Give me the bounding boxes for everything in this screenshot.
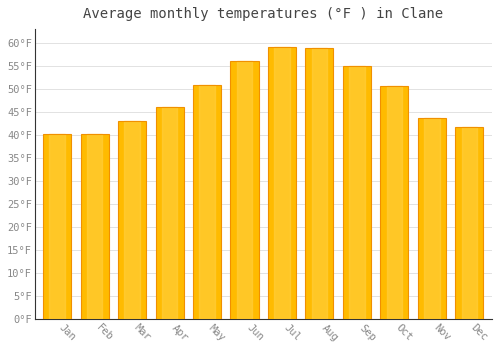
Bar bbox=[80, 134, 108, 318]
Bar bbox=[87, 134, 102, 318]
Bar bbox=[386, 86, 402, 318]
Bar bbox=[456, 127, 483, 318]
Bar bbox=[274, 47, 289, 318]
Bar bbox=[124, 121, 140, 318]
Bar bbox=[380, 86, 408, 318]
Bar bbox=[380, 86, 408, 318]
Title: Average monthly temperatures (°F ) in Clane: Average monthly temperatures (°F ) in Cl… bbox=[83, 7, 444, 21]
Bar bbox=[230, 61, 258, 319]
Bar bbox=[50, 134, 65, 318]
Bar bbox=[462, 127, 477, 318]
Bar bbox=[118, 121, 146, 318]
Bar bbox=[43, 134, 71, 318]
Bar bbox=[230, 61, 258, 319]
Bar bbox=[418, 118, 446, 319]
Bar bbox=[424, 118, 440, 319]
Bar bbox=[349, 66, 364, 318]
Bar bbox=[418, 118, 446, 319]
Bar bbox=[306, 48, 334, 318]
Bar bbox=[200, 85, 215, 318]
Bar bbox=[193, 85, 221, 318]
Bar bbox=[306, 48, 334, 318]
Bar bbox=[156, 107, 184, 318]
Bar bbox=[118, 121, 146, 318]
Bar bbox=[343, 66, 371, 318]
Bar bbox=[156, 107, 184, 318]
Bar bbox=[162, 107, 178, 318]
Bar bbox=[43, 134, 71, 318]
Bar bbox=[193, 85, 221, 318]
Bar bbox=[268, 47, 296, 318]
Bar bbox=[312, 48, 327, 318]
Bar bbox=[237, 61, 252, 319]
Bar bbox=[268, 47, 296, 318]
Bar bbox=[456, 127, 483, 318]
Bar bbox=[80, 134, 108, 318]
Bar bbox=[343, 66, 371, 318]
